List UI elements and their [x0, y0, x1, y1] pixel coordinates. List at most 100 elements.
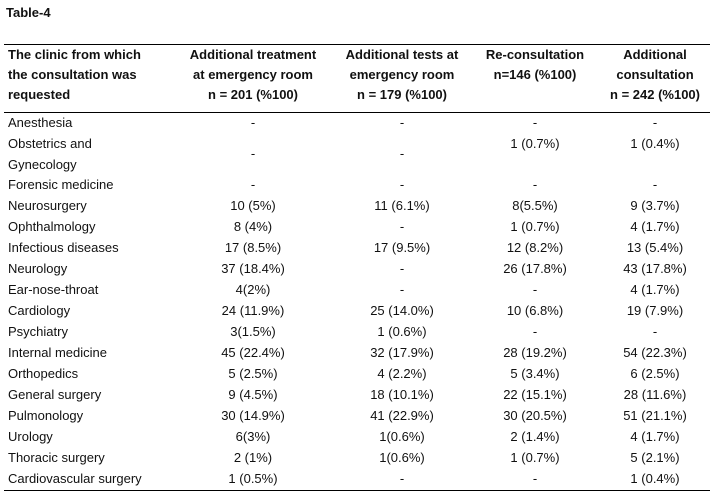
- header-cell: Additional tests at emergency room n = 179…: [334, 44, 470, 113]
- table-row: Internal medicine 45 (22.4%) 32 (17.9%) 28 …: [4, 343, 710, 364]
- table-row: Urology 6(3%) 1(0.6%) 2 (1.4%) 4 (1.7%): [4, 427, 710, 448]
- clinic-name: Ophthalmology: [8, 219, 96, 235]
- clinic-name: Urology: [8, 429, 53, 445]
- value-cell: 1 (0.7%): [510, 219, 560, 234]
- value-cell: 28 (11.6%): [623, 387, 687, 402]
- value-cell: 9 (4.5%): [228, 387, 278, 403]
- header-text: the consultation was: [8, 67, 137, 82]
- clinic-name: Internal medicine: [8, 345, 107, 361]
- clinic-cell: Ophthalmology: [4, 217, 172, 238]
- clinic-name: Neurosurgery: [8, 198, 87, 214]
- clinic-cell: Anesthesia: [4, 113, 172, 135]
- clinic-name: Infectious diseases: [8, 240, 119, 256]
- value-cell: 54 (22.3%): [623, 345, 687, 360]
- value-cell: 30 (20.5%): [503, 408, 567, 423]
- value-cell: 1 (0.6%): [377, 324, 427, 340]
- value-cell: 13 (5.4%): [626, 240, 684, 255]
- value-cell: 4 (1.7%): [630, 219, 680, 234]
- value-cell: 3(1.5%): [230, 324, 276, 340]
- header-text: consultation: [616, 67, 694, 82]
- value-cell: 8 (4%): [233, 219, 273, 235]
- clinic-cell: General surgery: [4, 385, 172, 406]
- value-cell: 32 (17.9%): [370, 345, 434, 361]
- header-text: n = 179 (%100): [357, 87, 447, 102]
- clinic-name: Neurology: [8, 261, 68, 277]
- header-text: n=146 (%100): [493, 67, 577, 82]
- header-text: at emergency room: [193, 67, 313, 82]
- table-row: Ophthalmology 8 (4%) - 1 (0.7%) 4 (1.7%): [4, 217, 710, 238]
- value-cell: 1 (0.4%): [630, 136, 680, 151]
- value-cell: 9 (3.7%): [630, 198, 680, 213]
- value-cell: 5 (3.4%): [510, 366, 560, 381]
- value-cell: -: [652, 324, 658, 339]
- value-cell: -: [532, 324, 538, 339]
- value-cell: 22 (15.1%): [503, 387, 567, 402]
- clinic-name: Obstetrics and: [8, 136, 92, 151]
- value-cell: -: [399, 282, 405, 298]
- value-cell: -: [532, 177, 538, 192]
- value-cell: 2 (1%): [233, 450, 273, 466]
- header-text: Re-consultation: [485, 47, 585, 62]
- table-row: Neurology 37 (18.4%) - 26 (17.8%) 43 (17.8%): [4, 259, 710, 280]
- value-cell: -: [470, 469, 600, 491]
- value-cell: 51 (21.1%): [623, 408, 687, 423]
- value-cell: 4 (2.2%): [377, 366, 427, 382]
- table: The clinic from which the consultation wa…: [4, 44, 710, 491]
- table-row: Psychiatry 3(1.5%) 1 (0.6%) - -: [4, 322, 710, 343]
- header-text: Additional tests at: [345, 47, 459, 62]
- value-cell: -: [399, 146, 405, 162]
- value-cell: 5 (2.5%): [228, 366, 278, 382]
- clinic-cell: Urology: [4, 427, 172, 448]
- value-cell: -: [532, 115, 538, 130]
- value-cell: 17 (9.5%): [373, 240, 431, 256]
- header-text: n = 201 (%100): [208, 87, 298, 102]
- value-cell: -: [399, 115, 405, 131]
- clinic-name: Thoracic surgery: [8, 450, 105, 466]
- header-cell: Additional consultation n = 242 (%100): [600, 44, 710, 113]
- value-cell: -: [532, 282, 538, 297]
- value-cell: 26 (17.8%): [503, 261, 567, 276]
- value-cell: 10 (5%): [230, 198, 276, 214]
- clinic-cell: Ear-nose-throat: [4, 280, 172, 301]
- value-cell: 45 (22.4%): [221, 345, 285, 361]
- header-text: emergency room: [349, 67, 455, 82]
- value-cell: 24 (11.9%): [221, 303, 285, 319]
- header-text: requested: [8, 87, 71, 102]
- table-row: Thoracic surgery 2 (1%) 1(0.6%) 1 (0.7%) 5 (…: [4, 448, 710, 469]
- header-cell: The clinic from which the consultation wa…: [4, 44, 172, 113]
- table-row: Ear-nose-throat 4(2%) - - 4 (1.7%): [4, 280, 710, 301]
- value-cell: 18 (10.1%): [370, 387, 434, 403]
- value-cell: 8(5.5%): [512, 198, 558, 213]
- clinic-name: Gynecology: [8, 156, 77, 172]
- value-cell: 10 (6.8%): [506, 303, 564, 318]
- clinic-name: Orthopedics: [8, 366, 79, 382]
- value-cell: 1(0.6%): [379, 450, 425, 466]
- value-cell: 41 (22.9%): [370, 408, 434, 424]
- value-cell: 43 (17.8%): [623, 261, 687, 276]
- value-cell: -: [652, 115, 658, 130]
- value-cell: -: [399, 219, 405, 235]
- header-row: The clinic from which the consultation wa…: [4, 44, 710, 113]
- value-cell: -: [250, 177, 256, 193]
- table-row: Orthopedics 5 (2.5%) 4 (2.2%) 5 (3.4%) 6 (2.…: [4, 364, 710, 385]
- value-cell: 17 (8.5%): [224, 240, 282, 256]
- value-cell: -: [652, 177, 658, 192]
- clinic-name: Anesthesia: [8, 115, 73, 131]
- value-cell: -: [250, 146, 256, 162]
- value-cell: 6 (2.5%): [630, 366, 680, 381]
- table-body: Anesthesia - - - - Obstetrics and Gynecology - -…: [4, 113, 710, 491]
- value-cell: 1 (0.4%): [600, 469, 710, 491]
- clinic-cell: Forensic medicine: [4, 175, 172, 196]
- value-cell: 1 (0.5%): [172, 469, 334, 491]
- clinic-cell: Neurosurgery: [4, 196, 172, 217]
- clinic-cell: Orthopedics: [4, 364, 172, 385]
- header-text: Additional: [623, 47, 687, 62]
- value-cell: -: [399, 261, 405, 277]
- value-cell: 30 (14.9%): [221, 408, 285, 424]
- value-cell: 6(3%): [235, 429, 271, 445]
- table-row: Infectious diseases 17 (8.5%) 17 (9.5%) 12 …: [4, 238, 710, 259]
- value-cell: 37 (18.4%): [221, 261, 285, 277]
- clinic-cell: Cardiovascular surgery: [4, 469, 172, 491]
- value-cell: 4(2%): [235, 282, 271, 298]
